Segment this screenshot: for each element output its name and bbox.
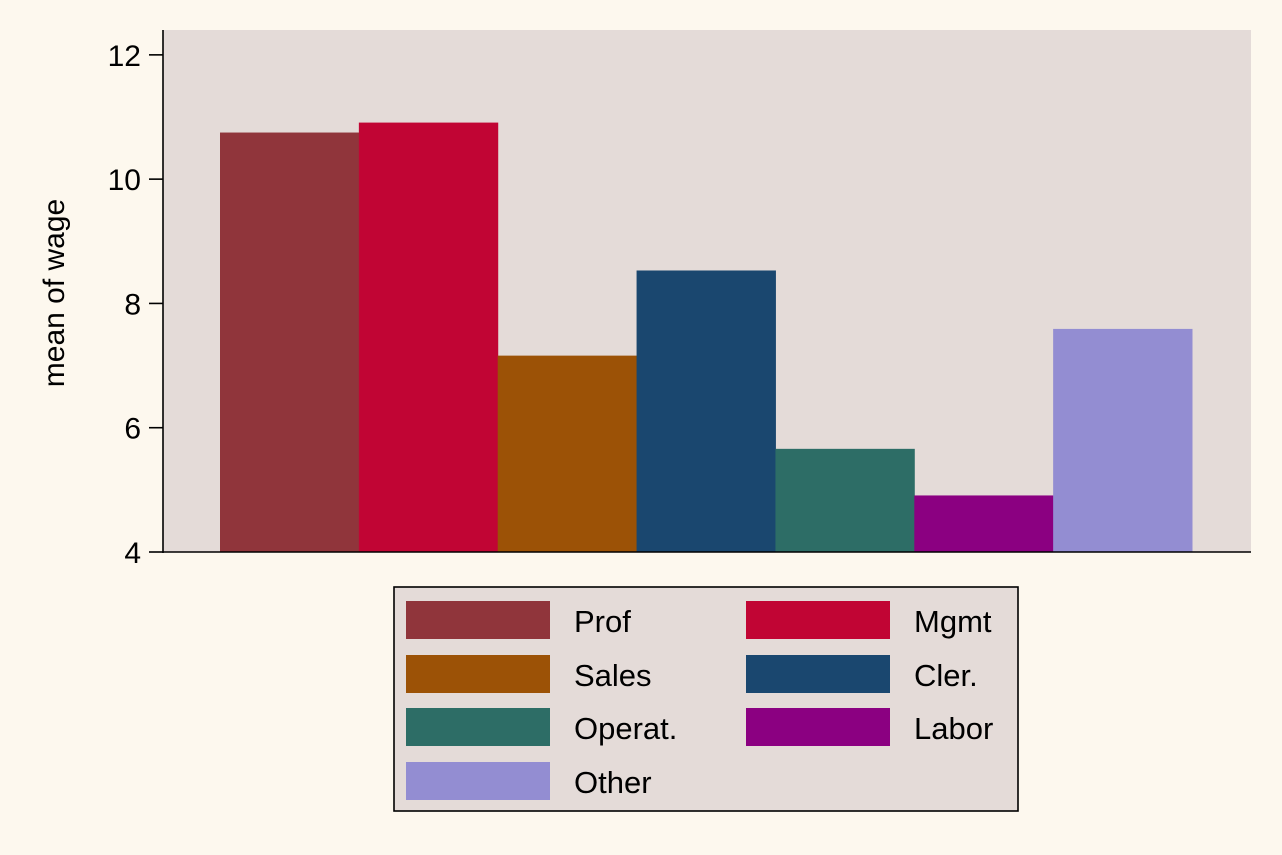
bar-operat [775,448,915,552]
legend-swatch-labor [746,708,890,746]
bars-group [220,122,1193,553]
legend-swatch-sales [406,655,550,693]
legend-label-other: Other [574,765,652,800]
bar-mgmt [358,122,499,552]
y-tick-label: 8 [124,288,141,321]
legend-label-cler: Cler. [914,658,978,693]
bar-sales [497,355,638,552]
legend-swatch-mgmt [746,601,890,639]
legend-label-sales: Sales [574,658,652,693]
y-axis-label: mean of wage [38,199,71,387]
y-tick-label: 6 [124,413,141,446]
legend-swatch-other [406,762,550,800]
bar-prof [220,132,360,553]
bar-other [1053,328,1193,552]
legend-swatch-prof [406,601,550,639]
y-tick-label: 10 [108,164,141,197]
y-tick-label: 4 [124,537,141,570]
y-tick-label: 12 [108,40,141,73]
legend-swatch-operat [406,708,550,746]
bar-labor [914,495,1054,552]
legend-label-mgmt: Mgmt [914,604,992,639]
legend-label-operat: Operat. [574,711,677,746]
legend-label-labor: Labor [914,711,993,746]
legend: Prof Mgmt Sales Cler. Operat. Labor Other [406,601,993,800]
legend-label-prof: Prof [574,604,631,639]
legend-swatch-cler [746,655,890,693]
bar-cler [636,270,776,552]
y-axis-ticks: 4 6 8 10 12 [108,40,163,570]
